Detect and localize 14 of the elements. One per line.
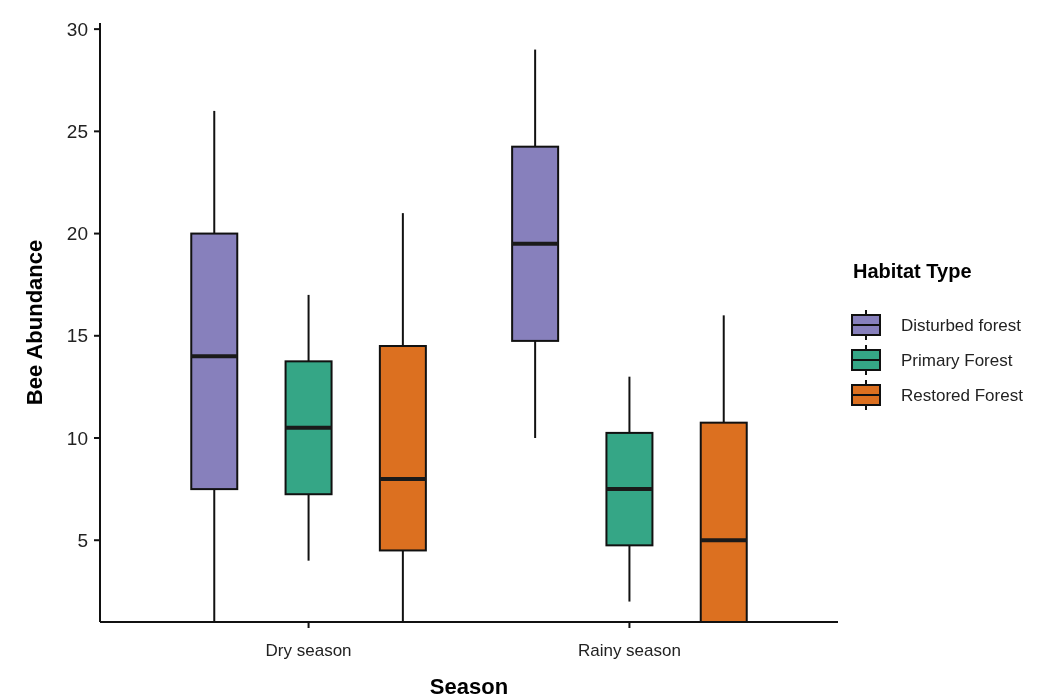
y-tick-label: 15 (66, 325, 88, 347)
legend-title: Habitat Type (853, 260, 972, 282)
y-tick-label: 5 (77, 529, 88, 551)
legend-label: Restored Forest (901, 385, 1024, 405)
legend-label: Primary Forest (901, 350, 1013, 370)
y-tick-label: 20 (66, 223, 88, 245)
x-axis-title: Season (429, 674, 509, 698)
y-tick-label: 30 (66, 18, 88, 40)
x-tick-label: Dry season (265, 641, 352, 660)
x-tick-label: Rainy season (577, 641, 681, 660)
y-tick-label: 10 (66, 427, 88, 449)
legend-label: Disturbed forest (901, 315, 1022, 335)
y-tick-label: 25 (66, 121, 88, 142)
y-axis-title: Bee Abundance (22, 239, 47, 406)
